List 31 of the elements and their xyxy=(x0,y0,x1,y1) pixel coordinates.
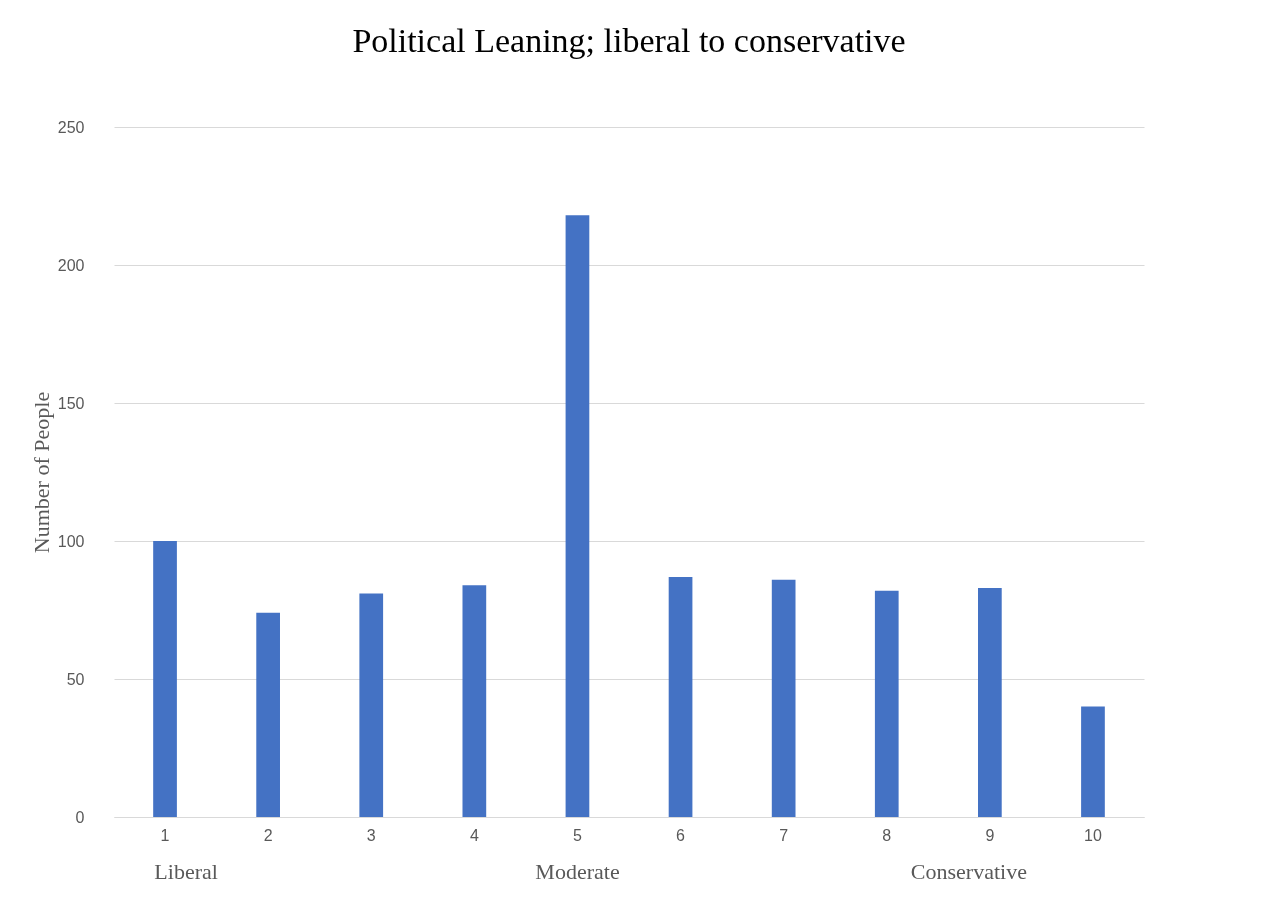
y-tick-label: 150 xyxy=(57,394,85,412)
bar xyxy=(565,215,590,817)
x-tick-label: 9 xyxy=(985,826,995,844)
bar xyxy=(153,541,177,817)
x-tick-label: 4 xyxy=(469,826,479,844)
bar xyxy=(256,612,280,817)
y-tick-label: 100 xyxy=(57,532,85,550)
bar xyxy=(359,593,384,817)
y-tick-label: 200 xyxy=(57,256,85,274)
bar xyxy=(668,576,693,817)
x-tick-label: 8 xyxy=(882,826,892,844)
x-tick-label: 5 xyxy=(573,826,582,844)
y-tick-label: 0 xyxy=(75,808,85,826)
chart-title: Political Leaning; liberal to conservative xyxy=(352,22,906,59)
x-tick-label: 10 xyxy=(1084,826,1102,844)
text: Conservative xyxy=(910,859,1027,884)
bar xyxy=(978,587,1002,817)
y-axis-title: Number of People xyxy=(28,391,54,554)
text: Moderate xyxy=(535,859,620,884)
x-tick-label: 7 xyxy=(779,826,789,844)
y-tick-label: 50 xyxy=(66,670,85,688)
y-tick-label: 250 xyxy=(57,118,85,136)
x-tick-label: 1 xyxy=(160,826,170,844)
bar xyxy=(1081,706,1105,817)
bar xyxy=(874,590,899,817)
x-tick-label: 3 xyxy=(366,826,376,844)
text: Liberal xyxy=(154,859,218,884)
x-tick-label: 6 xyxy=(676,826,686,844)
x-tick-label: 2 xyxy=(263,826,273,844)
bar xyxy=(771,579,796,817)
bar xyxy=(462,585,487,817)
